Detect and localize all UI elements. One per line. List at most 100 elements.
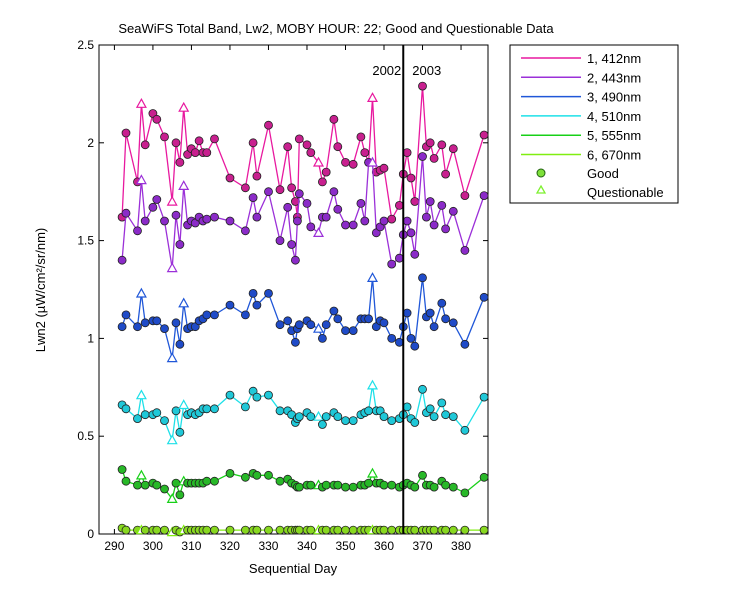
good-point — [160, 484, 169, 494]
good-point — [148, 202, 158, 212]
good-point — [171, 210, 181, 220]
good-point — [283, 316, 293, 326]
good-point — [225, 173, 235, 183]
good-point — [410, 197, 420, 206]
good-point — [406, 333, 416, 343]
chart-title: SeaWiFS Total Band, Lw2, MOBY HOUR: 22; … — [118, 21, 554, 36]
questionable-point — [312, 227, 325, 237]
good-point — [252, 392, 262, 402]
good-point — [294, 189, 304, 199]
good-point — [329, 306, 339, 316]
good-point — [225, 468, 235, 478]
good-point — [429, 412, 439, 422]
good-point — [306, 480, 316, 490]
questionable-point — [178, 399, 190, 410]
good-point — [202, 148, 212, 158]
good-point — [175, 157, 185, 167]
good-point — [152, 408, 162, 418]
questionable-point — [166, 352, 178, 363]
series-6 — [117, 523, 489, 537]
series-4 — [117, 379, 489, 445]
good-point — [394, 337, 404, 347]
good-point — [210, 404, 219, 414]
good-point — [348, 482, 358, 492]
x-axis-label: Sequential Day — [249, 561, 338, 576]
good-point — [225, 525, 235, 535]
good-point — [460, 339, 470, 349]
good-point — [429, 153, 439, 163]
good-point — [379, 216, 389, 226]
good-point — [448, 525, 458, 535]
good-point — [421, 212, 431, 222]
good-point — [252, 300, 262, 310]
questionable-point — [312, 410, 325, 421]
good-point — [479, 525, 489, 535]
good-point — [333, 525, 343, 535]
good-point — [402, 148, 412, 158]
good-point — [437, 398, 447, 408]
good-point — [410, 418, 420, 427]
good-point — [121, 476, 131, 486]
good-point — [348, 326, 358, 336]
good-point — [348, 525, 358, 535]
good-point — [290, 255, 300, 265]
good-point — [240, 226, 250, 236]
good-point — [287, 240, 297, 249]
good-point — [121, 310, 131, 320]
good-point — [348, 159, 358, 169]
good-point — [341, 525, 350, 535]
good-point — [387, 259, 397, 269]
good-point — [171, 318, 181, 328]
good-point — [171, 478, 181, 488]
good-point — [379, 318, 389, 328]
good-point — [479, 392, 489, 402]
legend-questionable-label: Questionable — [587, 185, 664, 200]
good-point — [252, 525, 262, 535]
good-point — [379, 525, 389, 535]
good-point — [152, 114, 162, 124]
good-point — [306, 412, 316, 422]
good-point — [479, 292, 489, 302]
good-point — [441, 169, 451, 179]
good-point — [140, 140, 150, 150]
x-tick-label: 290 — [104, 539, 124, 553]
legend-questionable-marker — [535, 184, 547, 194]
good-point — [152, 195, 162, 204]
good-point — [210, 212, 219, 222]
good-point — [321, 480, 331, 490]
x-tick-label: 360 — [374, 539, 394, 553]
good-point — [394, 253, 404, 263]
good-point — [306, 320, 316, 330]
y-tick-label: 1 — [87, 331, 94, 345]
good-point — [252, 171, 262, 181]
good-point — [329, 187, 339, 197]
good-point — [437, 140, 447, 150]
year-2002-label: 2002 — [372, 63, 401, 78]
good-point — [441, 224, 451, 234]
good-point — [460, 191, 470, 201]
good-point — [448, 318, 458, 328]
good-point — [133, 414, 142, 424]
good-point — [321, 167, 331, 177]
good-point — [425, 308, 435, 318]
good-point — [387, 480, 397, 490]
good-point — [290, 337, 300, 347]
good-point — [429, 525, 439, 535]
good-point — [441, 480, 451, 490]
plot-area — [117, 81, 489, 537]
x-tick-label: 320 — [220, 539, 240, 553]
good-point — [387, 416, 397, 426]
good-point — [202, 476, 212, 486]
good-point — [317, 420, 327, 429]
good-point — [121, 404, 131, 414]
good-point — [275, 406, 285, 416]
good-point — [175, 490, 185, 500]
good-point — [175, 339, 185, 349]
good-point — [294, 525, 304, 535]
good-point — [152, 525, 162, 535]
good-point — [441, 410, 451, 420]
questionable-point — [135, 174, 147, 185]
good-point — [387, 525, 397, 535]
good-point — [410, 341, 420, 351]
